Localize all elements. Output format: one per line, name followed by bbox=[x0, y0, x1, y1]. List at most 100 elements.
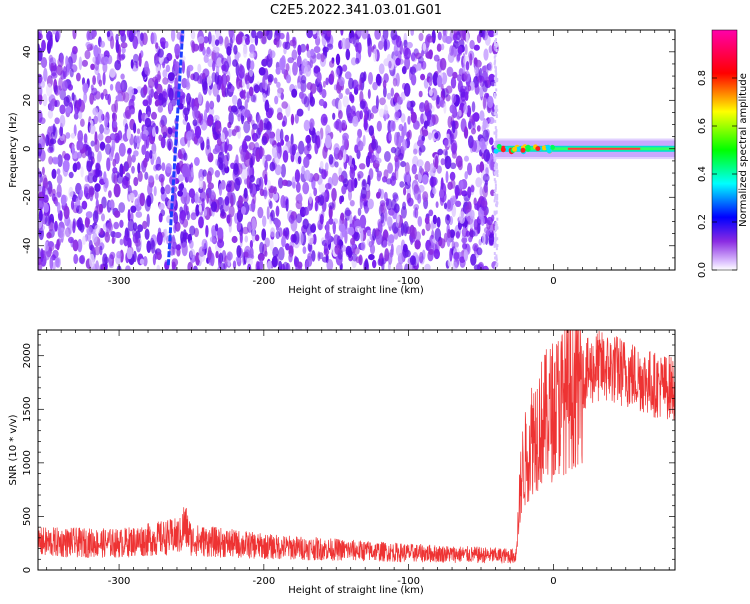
noise-edge bbox=[494, 243, 497, 247]
noise-blob bbox=[413, 148, 418, 155]
noise-blob bbox=[89, 123, 96, 135]
noise-blob bbox=[335, 67, 340, 78]
noise-blob bbox=[245, 37, 250, 45]
noise-blob bbox=[85, 211, 93, 219]
noise-blob bbox=[413, 186, 421, 201]
noise-blob bbox=[359, 110, 364, 120]
noise-blob bbox=[230, 194, 234, 207]
noise-blob bbox=[181, 164, 189, 178]
noise-blob bbox=[98, 79, 103, 87]
noise-blob bbox=[489, 137, 494, 146]
noise-blob bbox=[212, 60, 216, 72]
noise-blob bbox=[216, 227, 224, 239]
noise-blob bbox=[384, 191, 388, 202]
noise-blob bbox=[110, 231, 116, 238]
noise-blob bbox=[321, 88, 327, 99]
noise-blob bbox=[248, 203, 255, 212]
noise-blob bbox=[97, 109, 104, 123]
noise-blob bbox=[449, 229, 456, 238]
noise-blob bbox=[451, 93, 457, 104]
noise-blob bbox=[316, 71, 322, 83]
noise-blob bbox=[376, 120, 382, 132]
noise-blob bbox=[469, 53, 473, 66]
noise-blob bbox=[249, 51, 256, 59]
noise-blob bbox=[51, 193, 56, 202]
noise-blob bbox=[236, 52, 241, 59]
noise-blob bbox=[167, 127, 173, 135]
noise-blob bbox=[338, 223, 346, 233]
noise-blob bbox=[479, 110, 485, 121]
noise-blob bbox=[126, 128, 131, 140]
noise-blob bbox=[183, 203, 188, 217]
noise-blob bbox=[121, 81, 125, 90]
noise-blob bbox=[331, 187, 337, 202]
noise-blob bbox=[354, 226, 362, 233]
noise-blob bbox=[76, 205, 83, 214]
noise-blob bbox=[119, 219, 124, 228]
noise-blob bbox=[104, 116, 108, 128]
noise-blob bbox=[78, 56, 83, 71]
noise-blob bbox=[444, 139, 449, 147]
noise-blob bbox=[287, 57, 295, 64]
noise-blob bbox=[464, 44, 468, 55]
noise-edge bbox=[494, 227, 497, 231]
noise-blob bbox=[311, 250, 316, 262]
noise-blob bbox=[363, 117, 368, 131]
noise-blob bbox=[340, 30, 344, 36]
noise-blob bbox=[331, 98, 338, 107]
noise-blob bbox=[484, 179, 489, 186]
noise-blob bbox=[399, 181, 405, 188]
noise-blob bbox=[112, 158, 117, 168]
noise-edge bbox=[495, 66, 497, 70]
noise-blob bbox=[304, 169, 311, 181]
noise-blob bbox=[188, 188, 195, 199]
noise-blob bbox=[158, 93, 164, 101]
noise-blob bbox=[419, 251, 424, 264]
noise-blob bbox=[348, 189, 352, 201]
noise-edge bbox=[495, 262, 498, 266]
noise-blob bbox=[456, 53, 461, 62]
noise-blob bbox=[321, 169, 327, 180]
noise-blob bbox=[62, 66, 67, 80]
noise-blob bbox=[225, 74, 230, 83]
noise-blob bbox=[190, 212, 197, 221]
noise-blob bbox=[258, 67, 266, 76]
snr-y-label: SNR (10 * v/v) bbox=[8, 414, 19, 485]
noise-blob bbox=[160, 177, 164, 188]
noise-blob bbox=[127, 86, 134, 97]
noise-blob bbox=[141, 133, 147, 141]
noise-blob bbox=[297, 82, 301, 89]
noise-blob bbox=[488, 45, 493, 54]
noise-blob bbox=[217, 157, 223, 169]
noise-blob bbox=[73, 253, 79, 265]
noise-blob bbox=[161, 162, 166, 172]
noise-blob bbox=[422, 174, 429, 185]
noise-blob bbox=[291, 49, 298, 61]
noise-blob bbox=[173, 223, 177, 234]
noise-blob bbox=[118, 202, 126, 213]
noise-blob bbox=[322, 116, 328, 124]
doppler-trace bbox=[166, 30, 185, 266]
noise-blob bbox=[47, 241, 54, 248]
noise-blob bbox=[126, 247, 133, 260]
noise-blob bbox=[325, 183, 332, 190]
noise-blob bbox=[334, 161, 339, 168]
noise-blob bbox=[113, 210, 121, 218]
noise-blob bbox=[369, 244, 376, 255]
noise-blob bbox=[301, 165, 305, 175]
noise-blob bbox=[261, 135, 268, 146]
noise-blob bbox=[167, 72, 175, 82]
noise-blob bbox=[146, 95, 151, 107]
noise-blob bbox=[482, 80, 488, 93]
noise-blob bbox=[451, 240, 455, 250]
noise-blob bbox=[230, 105, 238, 113]
noise-edge bbox=[494, 153, 497, 157]
noise-blob bbox=[59, 114, 66, 128]
noise-blob bbox=[318, 98, 325, 107]
noise-blob bbox=[118, 54, 125, 61]
noise-blob bbox=[86, 228, 92, 242]
noise-blob bbox=[333, 143, 340, 155]
noise-blob bbox=[194, 157, 200, 166]
y-tick-label: 40 bbox=[22, 45, 33, 58]
noise-blob bbox=[296, 108, 304, 117]
